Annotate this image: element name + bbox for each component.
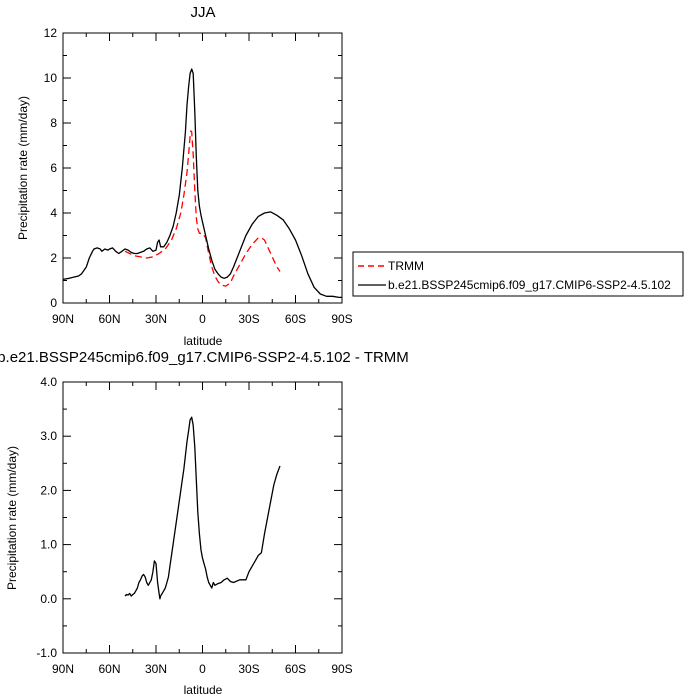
top-y-tick-label: 10 [44,71,58,85]
bottom-y-tick-label: 3.0 [40,429,57,443]
bottom-plot-area: 90N 60N 30N 0 30S 60S 90S -1.0 0.0 1.0 2.0 3.0 4.0 [36,375,352,676]
top-y-axis-label: Precipitation rate (mm/day) [16,96,30,240]
top-y-tick-label: 6 [50,161,57,175]
bottom-plot-frame [62,381,343,654]
top-series-line-b-e21-bssp245cmip6-f [62,68,342,299]
bottom-y-tick-label: 1.0 [40,538,57,552]
bottom-y-tick-label: 0.0 [40,592,57,606]
legend-box [352,251,684,297]
top-x-tick-label: 30S [238,312,259,326]
bottom-series-line-0 [124,416,281,600]
bottom-y-tick-label: 2.0 [40,483,57,497]
bottom-x-tick-label: 60S [285,662,306,676]
top-plot-frame [62,32,343,304]
top-x-tick-label: 30N [145,312,167,326]
bottom-x-tick-label: 60N [98,662,120,676]
bottom-panel: b.e21.BSSP245cmip6.f09_g17.CMIP6-SSP2-4.… [0,349,409,697]
top-x-tick-label: 90S [331,312,352,326]
top-panel: JJA 90N 60N 30N 0 30S 60S 90S 0 2 4 6 8 10 12 latitud… [16,4,353,348]
legend-label-trmm: TRMM [388,259,424,273]
bottom-y-tick-label: 4.0 [40,375,57,389]
top-plot-area: 90N 60N 30N 0 30S 60S 90S 0 2 4 6 8 10 12 [44,26,353,326]
legend-label-model: b.e21.BSSP245cmip6.f09_g17.CMIP6-SSP2-4.… [388,278,671,292]
bottom-x-tick-label: 90S [331,662,352,676]
top-y-tick-label: 0 [50,296,57,310]
top-x-axis-label: latitude [184,334,223,348]
bottom-x-tick-label: 30S [238,662,259,676]
top-x-tick-label: 90N [52,312,74,326]
top-y-tick-label: 8 [50,116,57,130]
top-y-tick-label: 12 [44,26,58,40]
bottom-chart-title: b.e21.BSSP245cmip6.f09_g17.CMIP6-SSP2-4.… [0,349,409,366]
top-x-tick-label: 60N [98,312,120,326]
bottom-x-tick-label: 90N [52,662,74,676]
top-x-tick-label: 0 [199,312,206,326]
bottom-y-tick-label: -1.0 [36,646,57,660]
top-x-tick-label: 60S [285,312,306,326]
top-series-line-trmm [124,130,281,287]
top-y-tick-label: 2 [50,251,57,265]
top-y-tick-label: 4 [50,206,57,220]
legend: TRMM b.e21.BSSP245cmip6.f09_g17.CMIP6-SS… [352,251,684,297]
top-chart-title: JJA [190,4,215,21]
bottom-x-axis-label: latitude [184,683,223,697]
bottom-y-axis-label: Precipitation rate (mm/day) [5,446,19,590]
bottom-x-tick-label: 30N [145,662,167,676]
bottom-x-tick-label: 0 [199,662,206,676]
